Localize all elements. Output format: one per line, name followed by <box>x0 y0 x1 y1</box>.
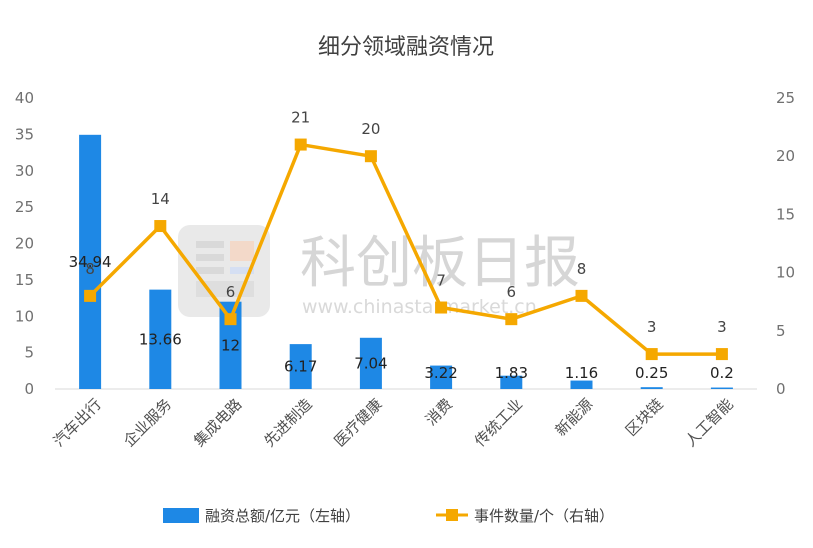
line-point <box>84 289 97 302</box>
bar-data-label: 0.25 <box>635 364 668 382</box>
line-point <box>154 220 167 233</box>
category-label: 先进制造 <box>260 395 315 450</box>
bar-data-label: 3.22 <box>424 364 457 382</box>
line-point <box>435 301 448 314</box>
line-data-label: 21 <box>291 109 310 127</box>
bar-data-label: 12 <box>221 336 240 354</box>
y-axis-left: 0 5 10 15 20 25 30 35 40 <box>15 89 34 398</box>
line-data-labels: 8 14 6 21 20 7 6 8 3 3 <box>85 109 726 337</box>
legend-bar-swatch <box>163 508 199 523</box>
y-left-tick-label: 0 <box>24 380 34 398</box>
y-right-tick-label: 15 <box>776 205 795 223</box>
category-label: 区块链 <box>622 395 667 440</box>
bar <box>359 337 382 389</box>
bar <box>710 387 733 389</box>
category-label: 集成电路 <box>190 395 245 450</box>
category-label: 消费 <box>422 395 456 429</box>
legend-line-marker <box>446 509 458 521</box>
line-data-label: 6 <box>507 283 517 301</box>
line-data-label: 14 <box>151 190 170 208</box>
bar-data-label: 1.16 <box>565 364 598 382</box>
bar-data-label: 0.2 <box>710 364 734 382</box>
line-data-label: 8 <box>85 260 95 278</box>
y-right-tick-label: 0 <box>776 380 786 398</box>
bar <box>149 289 172 389</box>
line-point <box>575 289 588 302</box>
line-point <box>294 138 307 151</box>
legend-bar-label: 融资总额/亿元（左轴） <box>205 507 360 525</box>
legend-line-label: 事件数量/个（右轴） <box>474 507 614 525</box>
y-right-tick-label: 20 <box>776 147 795 165</box>
category-label: 企业服务 <box>120 395 175 450</box>
y-left-tick-label: 20 <box>15 235 34 253</box>
y-right-tick-label: 10 <box>776 264 795 282</box>
line-point <box>224 313 237 326</box>
category-labels: 汽车出行 企业服务 集成电路 先进制造 医疗健康 消费 传统工业 新能源 区块链 人工智能 <box>50 395 737 450</box>
watermark-url: www.chinastarmarket.cn <box>302 296 537 318</box>
line-data-label: 3 <box>717 318 727 336</box>
y-left-tick-label: 15 <box>15 271 34 289</box>
line-data-label: 7 <box>436 272 446 290</box>
bar <box>289 344 312 389</box>
bar-series <box>79 134 733 389</box>
line-series <box>84 138 728 361</box>
line-path <box>88 142 722 356</box>
bar-data-labels: 34.94 13.66 12 6.17 7.04 3.22 1.83 1.16 0.25 0.2 <box>69 253 734 382</box>
y-left-tick-label: 40 <box>15 89 34 107</box>
category-label: 医疗健康 <box>331 395 386 450</box>
watermark-text: 科创板日报 <box>300 231 580 296</box>
bar-data-label: 7.04 <box>354 354 387 372</box>
category-label: 传统工业 <box>471 395 526 450</box>
line-point <box>645 348 658 361</box>
y-left-tick-label: 10 <box>15 307 34 325</box>
y-left-tick-label: 5 <box>24 344 34 362</box>
line-data-label: 20 <box>361 120 380 138</box>
y-axis-right: 0 5 10 15 20 25 <box>776 89 795 398</box>
line-point <box>715 348 728 361</box>
legend: 融资总额/亿元（左轴） 事件数量/个（右轴） <box>163 507 614 525</box>
y-left-tick-label: 35 <box>15 125 34 143</box>
chart-title: 细分领域融资情况 <box>318 35 494 60</box>
y-left-tick-label: 30 <box>15 162 34 180</box>
bar-data-label: 1.83 <box>495 364 528 382</box>
bar <box>570 380 593 389</box>
line-point <box>364 150 377 163</box>
category-label: 人工智能 <box>682 395 737 450</box>
watermark: 科创板日报 www.chinastarmarket.cn <box>178 225 580 318</box>
bar <box>79 134 102 389</box>
y-right-tick-label: 25 <box>776 89 795 107</box>
line-data-label: 6 <box>226 283 236 301</box>
bar-data-label: 6.17 <box>284 358 317 376</box>
y-right-tick-label: 5 <box>776 322 786 340</box>
y-left-tick-label: 25 <box>15 198 34 216</box>
bar-data-label: 34.94 <box>69 253 112 271</box>
line-point <box>505 313 518 326</box>
news-logo-icon <box>178 225 270 317</box>
bar <box>640 387 663 389</box>
line-data-label: 8 <box>577 260 587 278</box>
bar-data-label: 13.66 <box>139 330 182 348</box>
bar <box>500 375 523 389</box>
bar <box>430 365 453 389</box>
category-label: 新能源 <box>552 395 597 440</box>
category-label: 汽车出行 <box>50 395 105 450</box>
line-data-label: 3 <box>647 318 657 336</box>
